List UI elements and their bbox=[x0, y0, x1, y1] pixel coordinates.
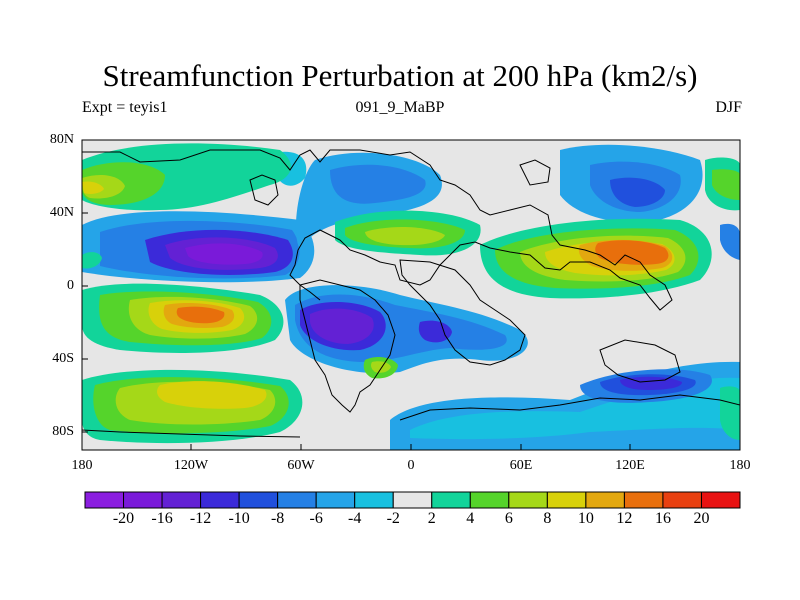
positive-anomaly-eurasia bbox=[480, 157, 740, 299]
colorbar-label: -8 bbox=[270, 510, 285, 527]
case-label: 091_9_MaBP bbox=[355, 99, 445, 116]
coastlines bbox=[82, 149, 740, 438]
positive-anomaly-southern-pacific bbox=[82, 357, 740, 444]
lon-label-180w: 180 bbox=[71, 458, 93, 473]
colorbar-label: -6 bbox=[309, 510, 323, 527]
negative-anomaly-west-pacific bbox=[82, 211, 315, 283]
colorbar-label: 4 bbox=[466, 510, 475, 527]
colorbar-swatch bbox=[546, 491, 587, 509]
colorbar-swatch bbox=[123, 491, 163, 509]
colorbar-swatch bbox=[277, 491, 317, 509]
colorbar-swatch bbox=[84, 491, 125, 509]
colorbar-label: 12 bbox=[616, 510, 633, 527]
map-panel bbox=[81, 139, 741, 451]
positive-anomaly-north-atlantic bbox=[335, 210, 481, 256]
island-outline bbox=[519, 159, 551, 186]
lon-label-180e: 180 bbox=[729, 458, 751, 473]
colorbar-label: -20 bbox=[112, 510, 135, 527]
australia-outline bbox=[599, 339, 681, 383]
negative-anomaly-southern-ocean bbox=[390, 361, 740, 450]
lat-label-80s: 80S bbox=[52, 424, 74, 439]
positive-anomaly-north-pacific bbox=[82, 143, 291, 211]
negative-anomaly-asia bbox=[560, 144, 740, 260]
colorbar-swatch bbox=[200, 491, 240, 509]
colorbar-label: -2 bbox=[386, 510, 400, 527]
colorbar-label: 20 bbox=[693, 510, 710, 527]
colorbar-label: -4 bbox=[348, 510, 362, 527]
colorbar-label: 8 bbox=[543, 510, 552, 527]
colorbar-swatch bbox=[469, 491, 510, 509]
colorbar-label: -16 bbox=[151, 510, 173, 527]
lat-label-80n: 80N bbox=[49, 132, 74, 147]
positive-anomaly-west-edge bbox=[82, 252, 102, 269]
colorbar-swatch bbox=[315, 491, 356, 509]
lon-label-60e: 60E bbox=[509, 458, 533, 473]
colorbar-swatch bbox=[700, 491, 741, 509]
colorbar-label: 6 bbox=[504, 510, 513, 527]
lon-label-0: 0 bbox=[407, 458, 415, 473]
colorbar-swatch bbox=[161, 491, 202, 509]
colorbar bbox=[84, 491, 741, 509]
colorbar-label: 10 bbox=[577, 510, 594, 527]
colorbar-swatch bbox=[354, 491, 394, 509]
south-america-outline bbox=[299, 279, 396, 413]
lat-label-40s: 40S bbox=[52, 351, 74, 366]
island-outline bbox=[249, 174, 279, 206]
colorbar-swatch bbox=[662, 491, 702, 509]
experiment-label: Expt = teyis1 bbox=[82, 99, 168, 116]
colorbar-label: 16 bbox=[654, 510, 671, 527]
colorbar-swatch bbox=[585, 491, 625, 509]
lon-label-120e: 120E bbox=[615, 458, 645, 473]
africa-outline bbox=[399, 259, 526, 366]
colorbar-swatch bbox=[431, 491, 471, 509]
lat-label-equator: 0 bbox=[67, 278, 74, 293]
northern-coastline bbox=[82, 149, 673, 311]
lon-label-120w: 120W bbox=[173, 458, 209, 473]
colorbar-swatch bbox=[623, 491, 664, 509]
colorbar-label: 2 bbox=[427, 510, 436, 527]
colorbar-label: -12 bbox=[189, 510, 212, 527]
contour-fields bbox=[82, 143, 740, 450]
colorbar-label: -10 bbox=[228, 510, 250, 527]
colorbar-swatch bbox=[392, 491, 433, 509]
season-label: DJF bbox=[715, 99, 742, 116]
positive-anomaly-south-pacific bbox=[82, 283, 284, 353]
colorbar-swatch bbox=[508, 491, 548, 509]
negative-anomaly-south-atlantic bbox=[285, 285, 528, 374]
antarctica-west-outline bbox=[82, 429, 301, 438]
antarctica-outline bbox=[399, 394, 740, 421]
map-title: Streamfunction Perturbation at 200 hPa (… bbox=[102, 58, 698, 93]
axis-ticks bbox=[82, 139, 631, 450]
colorbar-swatch bbox=[238, 491, 279, 509]
lon-label-60w: 60W bbox=[287, 458, 315, 473]
lat-label-40n: 40N bbox=[49, 205, 74, 220]
